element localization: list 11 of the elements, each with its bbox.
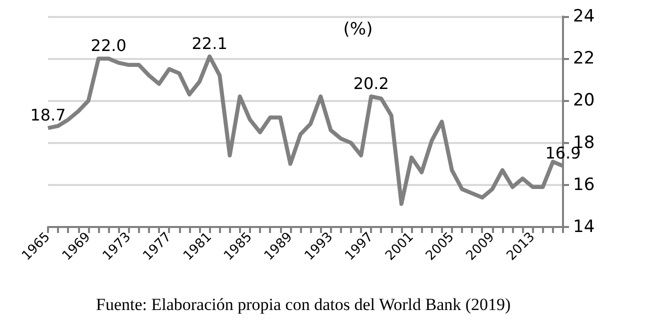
y-tick-label: 14 [573, 217, 595, 237]
y-tick-label: 24 [573, 6, 595, 26]
data-label: 22.1 [192, 34, 228, 53]
data-label: 22.0 [90, 36, 126, 56]
data-label: 20.2 [353, 74, 389, 93]
y-tick-label: 22 [573, 48, 595, 69]
y-tick-label: 20 [573, 90, 595, 111]
source-note: Fuente: Elaboración propia con datos del World Bank (2019) [96, 295, 511, 314]
data-label: 18.7 [30, 106, 66, 125]
y-tick-label: 16 [573, 174, 595, 195]
chart-title: (%) [343, 20, 373, 40]
